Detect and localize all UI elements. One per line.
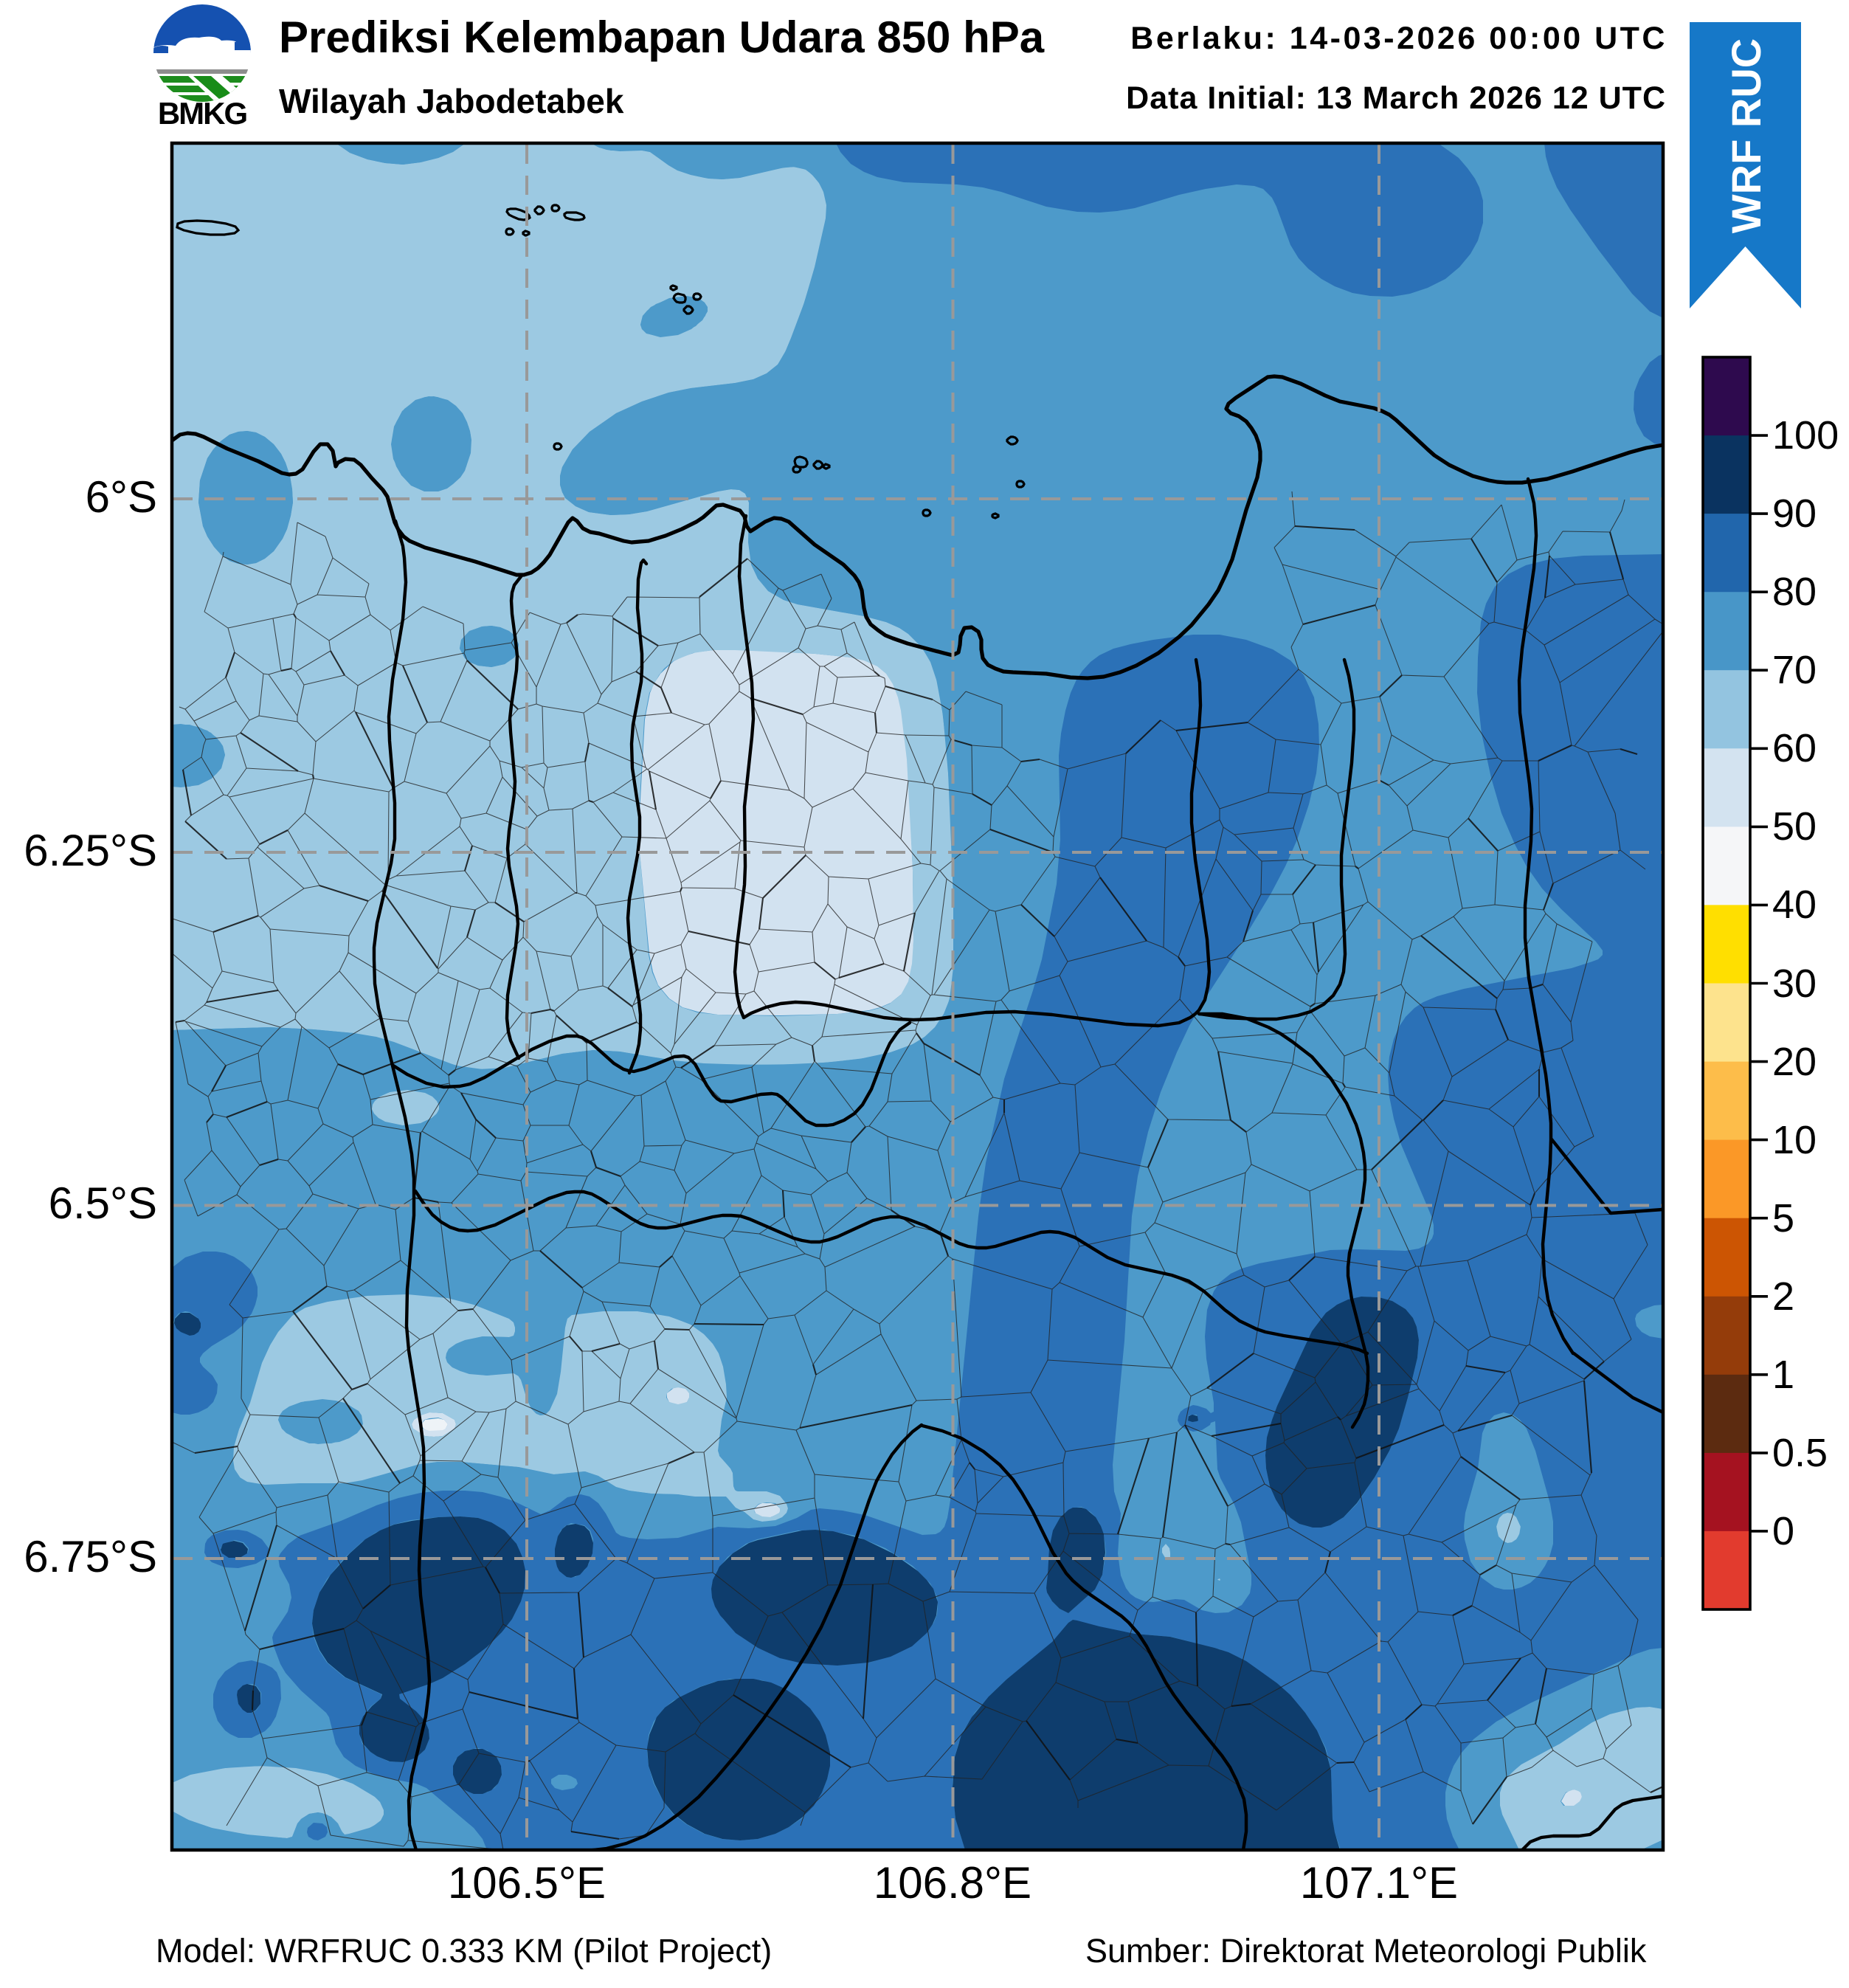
svg-text:WRF RUC: WRF RUC: [1723, 38, 1769, 233]
